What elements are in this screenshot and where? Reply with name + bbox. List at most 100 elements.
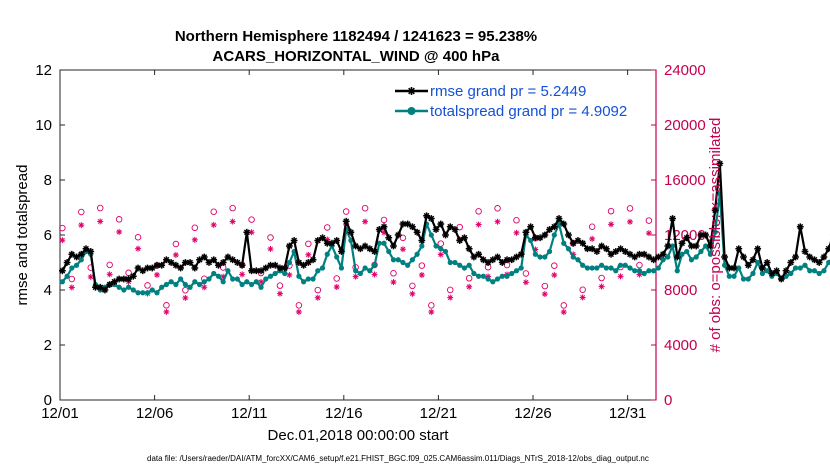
totalspread-point xyxy=(239,281,245,288)
totalspread-point xyxy=(192,279,198,285)
rmse-point xyxy=(158,261,166,269)
possible-marker xyxy=(163,302,170,309)
rmse-point xyxy=(513,253,520,261)
rmse-point xyxy=(626,250,634,258)
totalspread-point xyxy=(494,276,501,282)
totalspread-point xyxy=(116,284,122,290)
rmse-point xyxy=(352,242,360,250)
totalspread-point xyxy=(201,279,207,285)
rmse-point xyxy=(711,206,719,214)
totalspread-point xyxy=(168,279,174,285)
possible-marker xyxy=(399,234,407,242)
rmse-point xyxy=(588,245,596,253)
assimilated-marker xyxy=(191,236,198,243)
possible-marker xyxy=(314,286,322,294)
totalspread-point xyxy=(338,265,345,271)
rmse-point xyxy=(820,253,828,261)
rmse-point xyxy=(408,223,416,231)
rmse-point xyxy=(446,223,454,231)
rmse-point xyxy=(683,234,691,242)
rmse-point xyxy=(508,256,516,264)
totalspread-point xyxy=(196,281,203,288)
rmse-point xyxy=(394,231,402,239)
possible-marker xyxy=(541,282,549,290)
assimilated-marker xyxy=(409,290,416,297)
totalspread-point xyxy=(688,257,695,263)
possible-marker xyxy=(182,286,189,294)
totalspread-point xyxy=(263,276,269,282)
totalspread-point xyxy=(461,265,468,271)
totalspread-point xyxy=(721,262,728,268)
rmse-point xyxy=(754,245,762,253)
totalspread-point xyxy=(745,276,751,282)
totalspread-point xyxy=(414,251,420,257)
totalspread-point xyxy=(665,254,671,260)
totalspread-point xyxy=(64,273,70,279)
possible-marker xyxy=(465,275,473,282)
totalspread-point xyxy=(561,240,567,246)
rmse-point xyxy=(319,234,326,242)
totalspread-point xyxy=(452,259,458,266)
rmse-point xyxy=(413,228,421,236)
assimilated-marker xyxy=(229,218,236,225)
possible-marker xyxy=(361,204,369,212)
totalspread-point xyxy=(400,259,406,266)
rmse-point xyxy=(721,253,728,261)
y-tick-label: 0 xyxy=(44,392,52,409)
rmse-point xyxy=(177,264,185,272)
assimilated-marker xyxy=(371,271,378,278)
rmse-point xyxy=(257,267,265,275)
rmse-point xyxy=(125,275,132,283)
assimilated-marker xyxy=(68,284,75,291)
assimilated-marker xyxy=(645,230,652,237)
possible-marker xyxy=(210,208,217,215)
assimilated-marker xyxy=(87,273,94,280)
rmse-point xyxy=(659,250,667,258)
totalspread-point xyxy=(305,276,311,282)
totalspread-point xyxy=(282,270,288,277)
totalspread-point xyxy=(518,265,524,271)
totalspread-point xyxy=(542,254,548,260)
rmse-point xyxy=(58,267,66,275)
rmse-point xyxy=(342,217,350,225)
totalspread-point xyxy=(73,262,80,268)
totalspread-point xyxy=(144,290,151,296)
totalspread-point xyxy=(546,248,553,255)
totalspread-point xyxy=(792,265,799,271)
rmse-point xyxy=(229,256,237,264)
rmse-point xyxy=(437,220,445,228)
rmse-point xyxy=(777,275,785,283)
possible-marker xyxy=(59,224,66,232)
assimilated-marker xyxy=(598,283,605,290)
x-tick-label: 12/16 xyxy=(325,405,363,422)
assimilated-marker xyxy=(390,279,397,286)
rmse-point xyxy=(773,267,781,275)
possible-marker xyxy=(295,302,303,309)
assimilated-marker xyxy=(239,271,246,278)
totalspread-point xyxy=(121,287,127,293)
rmse-point xyxy=(385,234,393,242)
possible-marker xyxy=(191,224,199,232)
rmse-point xyxy=(191,264,199,272)
possible-marker xyxy=(390,269,397,277)
rmse-point xyxy=(484,259,492,266)
right-y-tick-label: 8000 xyxy=(664,282,697,299)
rmse-point xyxy=(498,259,506,266)
totalspread-point xyxy=(764,268,770,274)
rmse-point xyxy=(740,253,747,261)
totalspread-point xyxy=(78,257,84,263)
rmse-point xyxy=(366,245,374,253)
totalspread-point xyxy=(149,287,155,293)
possible-marker xyxy=(172,240,180,248)
rmse-point xyxy=(475,250,483,258)
totalspread-point xyxy=(258,284,264,290)
rmse-point xyxy=(527,223,535,231)
totalspread-point xyxy=(234,276,240,282)
possible-marker xyxy=(513,217,520,224)
rmse-point xyxy=(654,253,662,261)
totalspread-point xyxy=(594,265,600,271)
rmse-point xyxy=(650,256,658,264)
totalspread-point xyxy=(230,276,236,282)
right-y-tick-label: 16000 xyxy=(664,172,706,189)
totalspread-point xyxy=(617,262,624,268)
